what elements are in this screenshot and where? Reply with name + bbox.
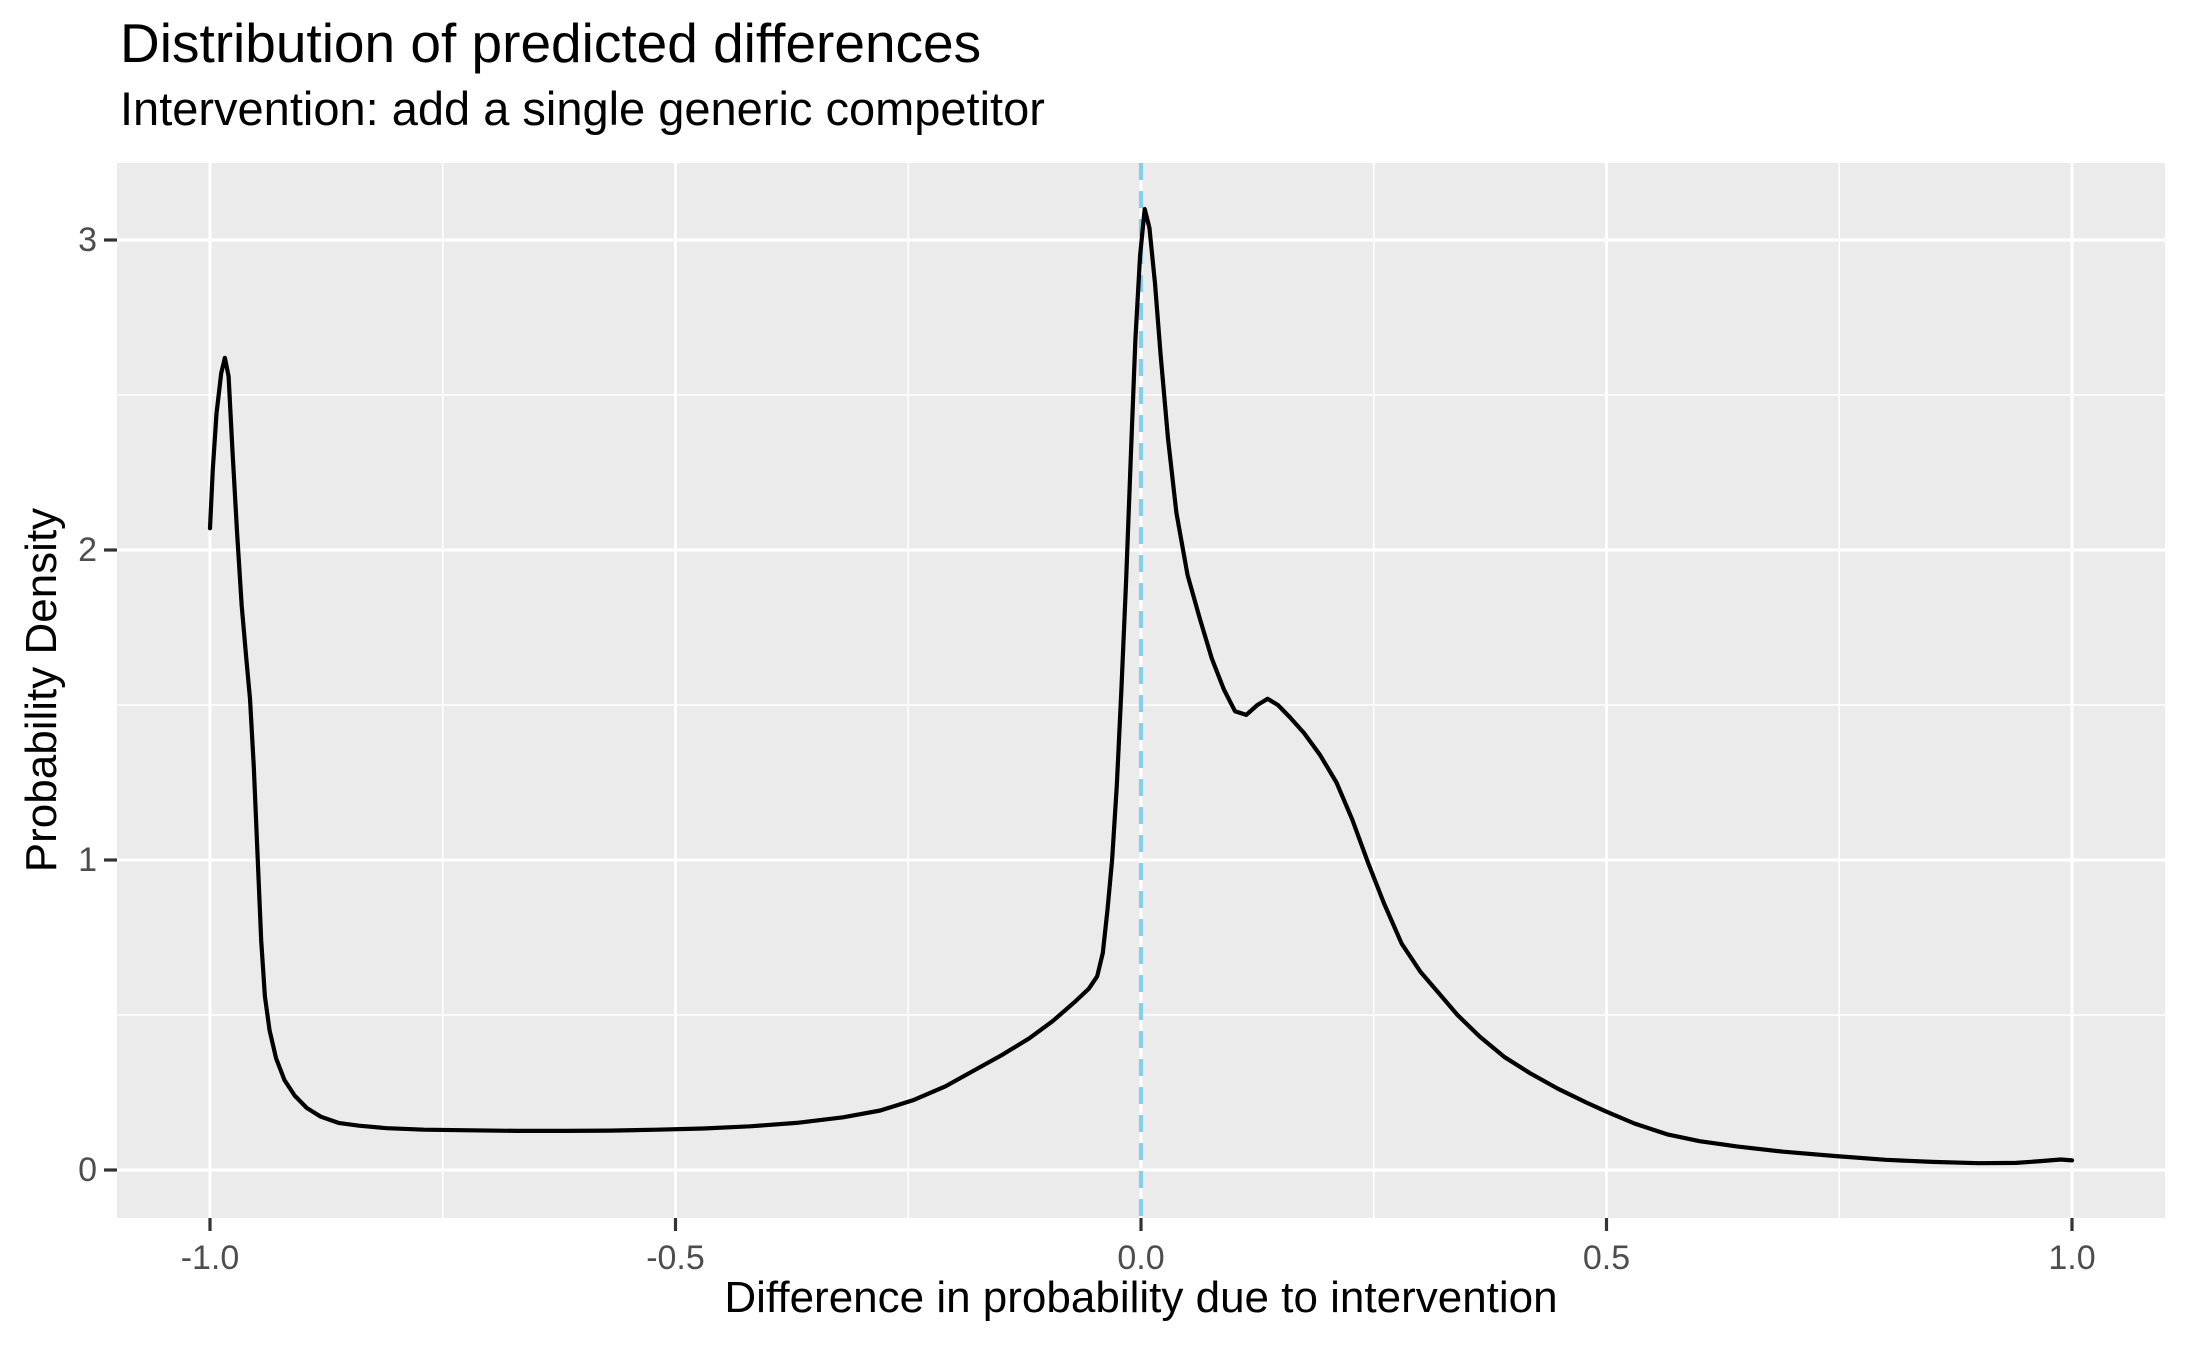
- y-tick-label: 3: [78, 221, 97, 259]
- x-tick-label: -0.5: [646, 1239, 705, 1277]
- x-tick-label: 0.0: [1117, 1239, 1165, 1277]
- y-tick-label: 0: [78, 1151, 97, 1189]
- x-tick-label: 0.5: [1582, 1239, 1631, 1277]
- y-tick-label: 1: [78, 841, 97, 879]
- density-curve: [207, 206, 2075, 1166]
- plot-title: Distribution of predicted differences: [120, 12, 982, 74]
- plot-subtitle: Intervention: add a single generic compe…: [120, 82, 1045, 135]
- x-axis-title: Difference in probability due to interve…: [724, 1273, 1558, 1322]
- y-tick-label: 2: [78, 531, 97, 569]
- x-tick-label: 1.0: [2048, 1239, 2096, 1277]
- x-tick-label: -1.0: [180, 1239, 240, 1277]
